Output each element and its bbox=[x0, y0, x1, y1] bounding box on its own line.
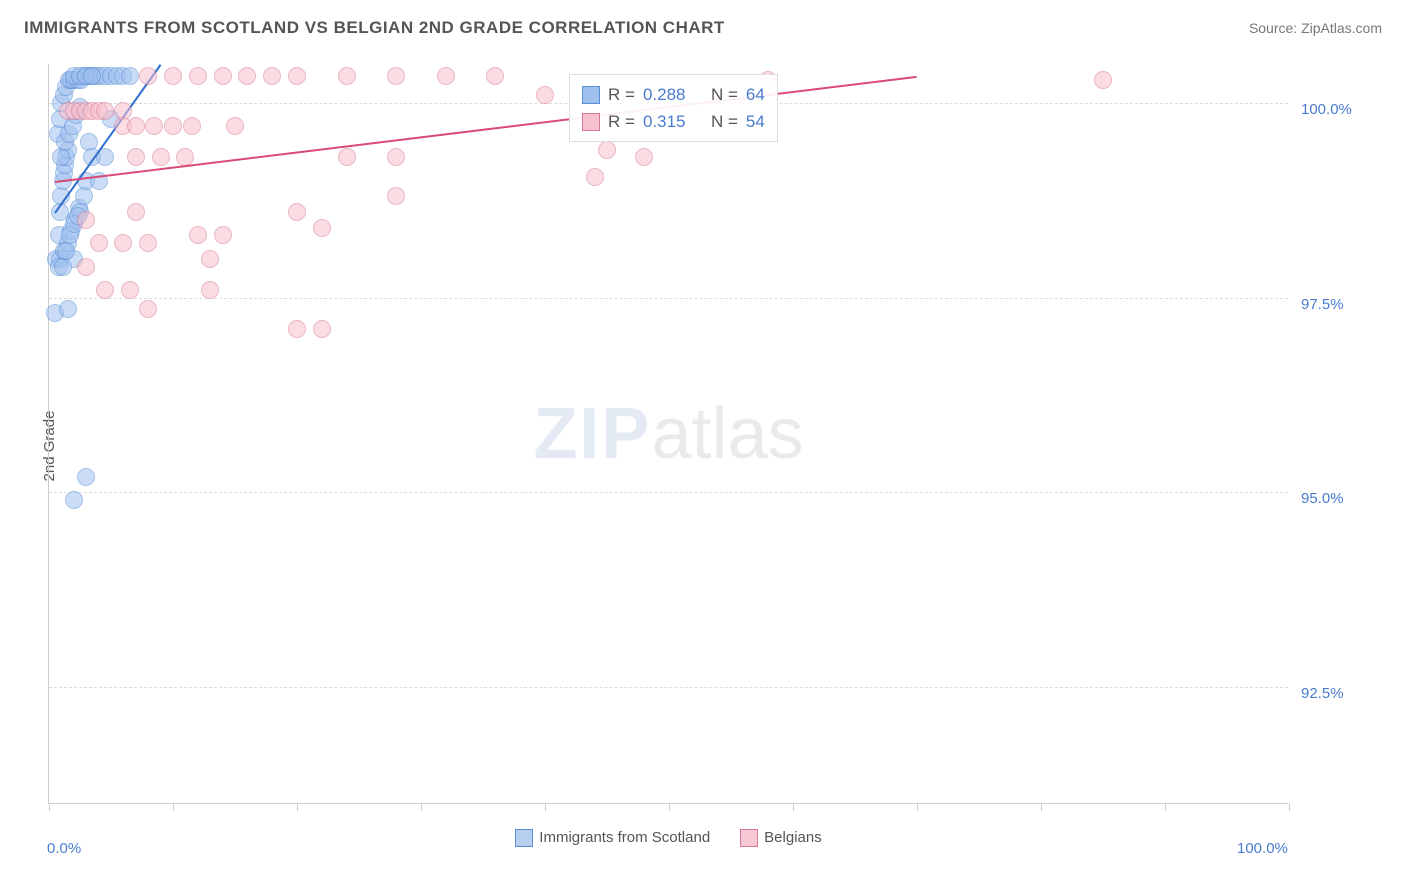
scatter-point bbox=[152, 148, 170, 166]
legend-n-label: N = bbox=[711, 81, 738, 108]
scatter-point bbox=[139, 67, 157, 85]
scatter-point bbox=[1094, 71, 1112, 89]
scatter-point bbox=[127, 148, 145, 166]
scatter-point bbox=[164, 67, 182, 85]
legend-r-value: 0.315 bbox=[643, 108, 686, 135]
scatter-point bbox=[145, 117, 163, 135]
y-tick-label: 100.0% bbox=[1301, 101, 1352, 118]
x-tick bbox=[1041, 803, 1042, 811]
scatter-point bbox=[201, 281, 219, 299]
scatter-point bbox=[437, 67, 455, 85]
scatter-point bbox=[201, 250, 219, 268]
x-tick bbox=[173, 803, 174, 811]
scatter-point bbox=[288, 67, 306, 85]
scatter-point bbox=[238, 67, 256, 85]
scatter-point bbox=[114, 234, 132, 252]
scatter-point bbox=[387, 67, 405, 85]
scatter-point bbox=[83, 67, 101, 85]
legend-swatch bbox=[515, 829, 533, 847]
scatter-point bbox=[77, 468, 95, 486]
scatter-point bbox=[96, 281, 114, 299]
scatter-point bbox=[164, 117, 182, 135]
scatter-point bbox=[139, 300, 157, 318]
x-tick bbox=[1289, 803, 1290, 811]
legend-item: Belgians bbox=[740, 829, 822, 847]
scatter-point bbox=[183, 117, 201, 135]
legend-label: Belgians bbox=[764, 829, 822, 846]
scatter-point bbox=[189, 226, 207, 244]
scatter-point bbox=[214, 226, 232, 244]
scatter-point bbox=[59, 300, 77, 318]
scatter-point bbox=[121, 281, 139, 299]
x-tick bbox=[49, 803, 50, 811]
chart-area: ZIPatlas 92.5%95.0%97.5%100.0%0.0%100.0%… bbox=[48, 64, 1382, 806]
plot-region: ZIPatlas 92.5%95.0%97.5%100.0%0.0%100.0%… bbox=[48, 64, 1288, 804]
scatter-point bbox=[57, 242, 75, 260]
legend-n-value: 64 bbox=[746, 81, 765, 108]
bottom-legend: Immigrants from Scotland Belgians bbox=[49, 829, 1288, 847]
x-tick bbox=[917, 803, 918, 811]
scatter-point bbox=[536, 86, 554, 104]
x-tick bbox=[421, 803, 422, 811]
x-tick bbox=[1165, 803, 1166, 811]
title-bar: IMMIGRANTS FROM SCOTLAND VS BELGIAN 2ND … bbox=[0, 0, 1406, 48]
x-tick bbox=[545, 803, 546, 811]
gridline bbox=[49, 492, 1288, 493]
y-tick-label: 92.5% bbox=[1301, 685, 1344, 702]
scatter-point bbox=[226, 117, 244, 135]
scatter-point bbox=[387, 148, 405, 166]
legend-item: Immigrants from Scotland bbox=[515, 829, 710, 847]
scatter-point bbox=[127, 203, 145, 221]
scatter-point bbox=[96, 102, 114, 120]
scatter-point bbox=[288, 203, 306, 221]
scatter-point bbox=[77, 211, 95, 229]
x-tick bbox=[297, 803, 298, 811]
scatter-point bbox=[586, 168, 604, 186]
scatter-point bbox=[127, 117, 145, 135]
legend-swatch bbox=[740, 829, 758, 847]
legend-row: R = 0.315 N = 54 bbox=[582, 108, 765, 135]
watermark-zip: ZIP bbox=[533, 394, 651, 474]
legend-r-label: R = bbox=[608, 108, 635, 135]
scatter-point bbox=[263, 67, 281, 85]
watermark-atlas: atlas bbox=[651, 394, 803, 474]
x-tick bbox=[793, 803, 794, 811]
legend-label: Immigrants from Scotland bbox=[539, 829, 710, 846]
scatter-point bbox=[90, 234, 108, 252]
scatter-point bbox=[338, 148, 356, 166]
scatter-point bbox=[54, 258, 72, 276]
scatter-point bbox=[598, 141, 616, 159]
legend-swatch bbox=[582, 86, 600, 104]
legend-n-label: N = bbox=[711, 108, 738, 135]
scatter-point bbox=[635, 148, 653, 166]
legend-r-label: R = bbox=[608, 81, 635, 108]
scatter-point bbox=[486, 67, 504, 85]
correlation-legend: R = 0.288 N = 64R = 0.315 N = 54 bbox=[569, 74, 778, 142]
scatter-point bbox=[214, 67, 232, 85]
gridline bbox=[49, 687, 1288, 688]
gridline bbox=[49, 298, 1288, 299]
y-tick-label: 97.5% bbox=[1301, 296, 1344, 313]
scatter-point bbox=[65, 491, 83, 509]
scatter-point bbox=[77, 258, 95, 276]
y-tick-label: 95.0% bbox=[1301, 490, 1344, 507]
chart-title: IMMIGRANTS FROM SCOTLAND VS BELGIAN 2ND … bbox=[24, 18, 725, 38]
legend-swatch bbox=[582, 113, 600, 131]
scatter-point bbox=[313, 320, 331, 338]
legend-n-value: 54 bbox=[746, 108, 765, 135]
x-tick bbox=[669, 803, 670, 811]
scatter-point bbox=[338, 67, 356, 85]
scatter-point bbox=[189, 67, 207, 85]
scatter-point bbox=[52, 148, 70, 166]
legend-r-value: 0.288 bbox=[643, 81, 686, 108]
scatter-point bbox=[288, 320, 306, 338]
watermark: ZIPatlas bbox=[533, 393, 803, 475]
scatter-point bbox=[313, 219, 331, 237]
scatter-point bbox=[139, 234, 157, 252]
source-label: Source: ZipAtlas.com bbox=[1249, 20, 1382, 36]
scatter-point bbox=[121, 67, 139, 85]
scatter-point bbox=[387, 187, 405, 205]
legend-row: R = 0.288 N = 64 bbox=[582, 81, 765, 108]
